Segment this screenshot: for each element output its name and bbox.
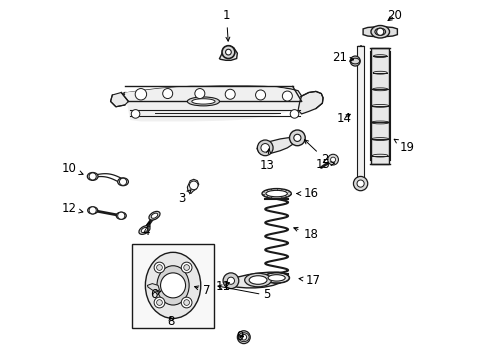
Circle shape	[181, 262, 192, 273]
Circle shape	[225, 89, 235, 99]
Text: 14: 14	[336, 112, 350, 125]
Circle shape	[183, 265, 189, 270]
Circle shape	[189, 181, 198, 190]
Polygon shape	[356, 46, 364, 182]
Circle shape	[227, 277, 234, 284]
Circle shape	[356, 180, 364, 187]
Circle shape	[118, 212, 124, 219]
Polygon shape	[124, 86, 301, 121]
Polygon shape	[110, 93, 128, 107]
Circle shape	[330, 157, 335, 162]
Circle shape	[289, 130, 305, 146]
Circle shape	[131, 110, 140, 118]
Circle shape	[181, 297, 192, 308]
Ellipse shape	[248, 276, 266, 284]
Circle shape	[282, 91, 292, 101]
Ellipse shape	[370, 26, 389, 38]
Ellipse shape	[263, 273, 289, 283]
Text: 8: 8	[167, 315, 175, 328]
Text: 6: 6	[150, 288, 161, 301]
Polygon shape	[257, 137, 298, 153]
Circle shape	[183, 300, 189, 305]
Ellipse shape	[87, 207, 98, 214]
Text: 2: 2	[304, 140, 328, 166]
Circle shape	[135, 89, 146, 100]
Circle shape	[119, 178, 126, 185]
Bar	[132, 244, 214, 328]
Ellipse shape	[149, 211, 160, 220]
Circle shape	[223, 273, 238, 289]
Text: 21: 21	[331, 51, 353, 64]
Circle shape	[290, 110, 298, 118]
Ellipse shape	[141, 228, 147, 233]
Circle shape	[293, 134, 300, 141]
Circle shape	[261, 144, 269, 152]
Circle shape	[353, 176, 367, 191]
Ellipse shape	[187, 97, 219, 106]
Text: 10: 10	[61, 162, 83, 175]
Text: 17: 17	[299, 274, 320, 287]
Circle shape	[237, 331, 250, 343]
Ellipse shape	[191, 99, 215, 104]
Ellipse shape	[267, 275, 285, 281]
Text: 12: 12	[61, 202, 82, 215]
Polygon shape	[228, 272, 287, 288]
Text: 16: 16	[296, 187, 318, 200]
Circle shape	[160, 273, 185, 298]
Circle shape	[89, 173, 96, 180]
Circle shape	[349, 56, 360, 66]
Ellipse shape	[374, 28, 385, 35]
Text: 1: 1	[222, 9, 230, 41]
Circle shape	[255, 90, 265, 100]
Polygon shape	[298, 91, 323, 114]
Circle shape	[154, 262, 164, 273]
Text: 19: 19	[393, 139, 414, 154]
Circle shape	[163, 89, 172, 99]
Ellipse shape	[116, 212, 126, 219]
Text: 9: 9	[236, 330, 244, 343]
Text: 7: 7	[194, 284, 210, 297]
Text: 20: 20	[386, 9, 402, 22]
Circle shape	[257, 140, 272, 156]
Text: 3: 3	[178, 190, 191, 205]
Circle shape	[154, 297, 164, 308]
Ellipse shape	[87, 172, 98, 180]
Ellipse shape	[262, 189, 291, 199]
Ellipse shape	[244, 273, 271, 287]
Text: 15: 15	[315, 158, 334, 171]
Text: 4: 4	[142, 222, 150, 238]
Polygon shape	[147, 284, 159, 292]
Polygon shape	[370, 48, 388, 164]
Polygon shape	[121, 86, 301, 102]
Text: 18: 18	[293, 228, 318, 241]
Circle shape	[156, 300, 162, 305]
Text: 11: 11	[215, 280, 230, 293]
Ellipse shape	[145, 252, 201, 319]
Polygon shape	[219, 46, 237, 60]
Text: 5: 5	[263, 288, 270, 301]
Text: 13: 13	[259, 149, 274, 172]
Ellipse shape	[157, 266, 189, 305]
Circle shape	[89, 207, 96, 214]
Circle shape	[327, 154, 338, 165]
Circle shape	[194, 89, 204, 99]
Ellipse shape	[139, 226, 150, 234]
Circle shape	[222, 46, 234, 59]
Ellipse shape	[265, 190, 287, 197]
Polygon shape	[363, 27, 397, 37]
Ellipse shape	[118, 178, 128, 186]
Polygon shape	[187, 179, 198, 194]
Ellipse shape	[151, 213, 158, 218]
Circle shape	[376, 28, 383, 35]
Circle shape	[225, 49, 231, 55]
Circle shape	[241, 334, 246, 340]
Circle shape	[156, 265, 162, 270]
